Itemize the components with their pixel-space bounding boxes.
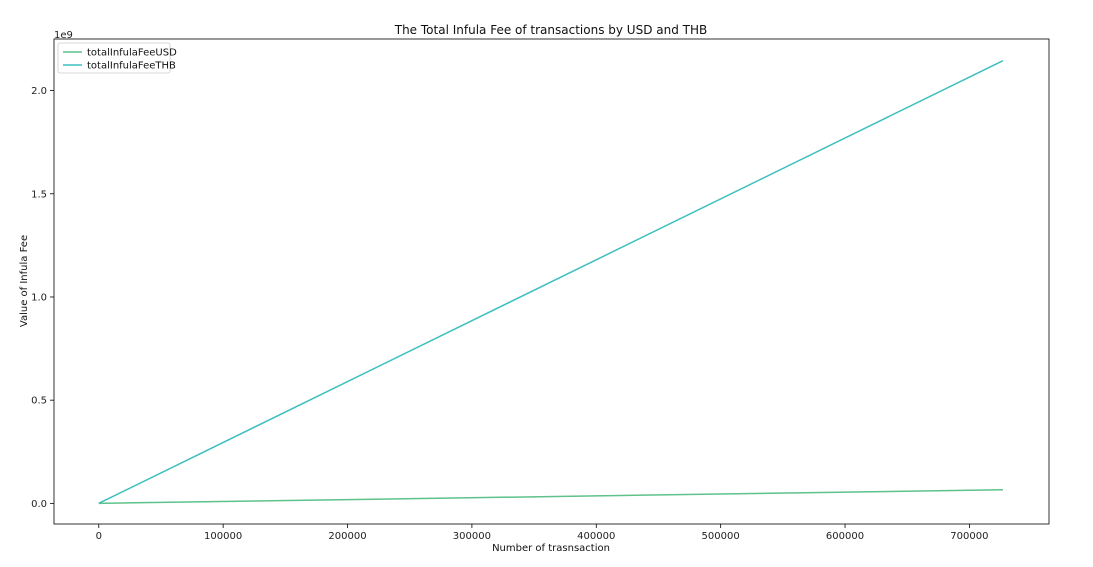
x-tick-label: 700000 bbox=[950, 531, 988, 542]
x-tick-label: 200000 bbox=[328, 531, 366, 542]
x-axis-label: Number of trasnsaction bbox=[492, 543, 610, 554]
x-tick-label: 100000 bbox=[204, 531, 242, 542]
chart-title: The Total Infula Fee of transactions by … bbox=[394, 23, 707, 37]
y-axis-ticks: 0.0 0.5 1.0 1.5 2.0 bbox=[31, 86, 54, 510]
series-line-0 bbox=[98, 488, 1003, 505]
y-tick-label: 2.0 bbox=[31, 86, 47, 97]
x-tick-label: 600000 bbox=[826, 531, 864, 542]
x-tick-label: 500000 bbox=[702, 531, 740, 542]
y-axis-label: Value of Infula Fee bbox=[19, 235, 30, 327]
y-tick-label: 1.0 bbox=[31, 292, 47, 303]
x-tick-label: 300000 bbox=[453, 531, 491, 542]
series-lines bbox=[98, 59, 1004, 505]
y-tick-label: 0.5 bbox=[31, 396, 47, 407]
legend-box bbox=[57, 42, 171, 74]
x-axis-ticks: 0 100000 200000 300000 400000 500000 600000 700… bbox=[96, 524, 988, 542]
chart-legend: totalInfulaFeeUSD totalInfulaFeeTHB bbox=[57, 42, 177, 74]
x-tick-label: 0 bbox=[96, 531, 102, 542]
y-tick-label: 1.5 bbox=[31, 189, 47, 200]
legend-label: totalInfulaFeeUSD bbox=[87, 48, 177, 59]
plot-area-frame bbox=[53, 38, 1050, 525]
y-tick-label: 0.0 bbox=[31, 499, 47, 510]
x-tick-label: 400000 bbox=[577, 531, 615, 542]
y-axis-offset-label: 1e9 bbox=[54, 30, 73, 41]
legend-label: totalInfulaFeeTHB bbox=[87, 61, 176, 72]
series-line-1 bbox=[98, 59, 1004, 505]
